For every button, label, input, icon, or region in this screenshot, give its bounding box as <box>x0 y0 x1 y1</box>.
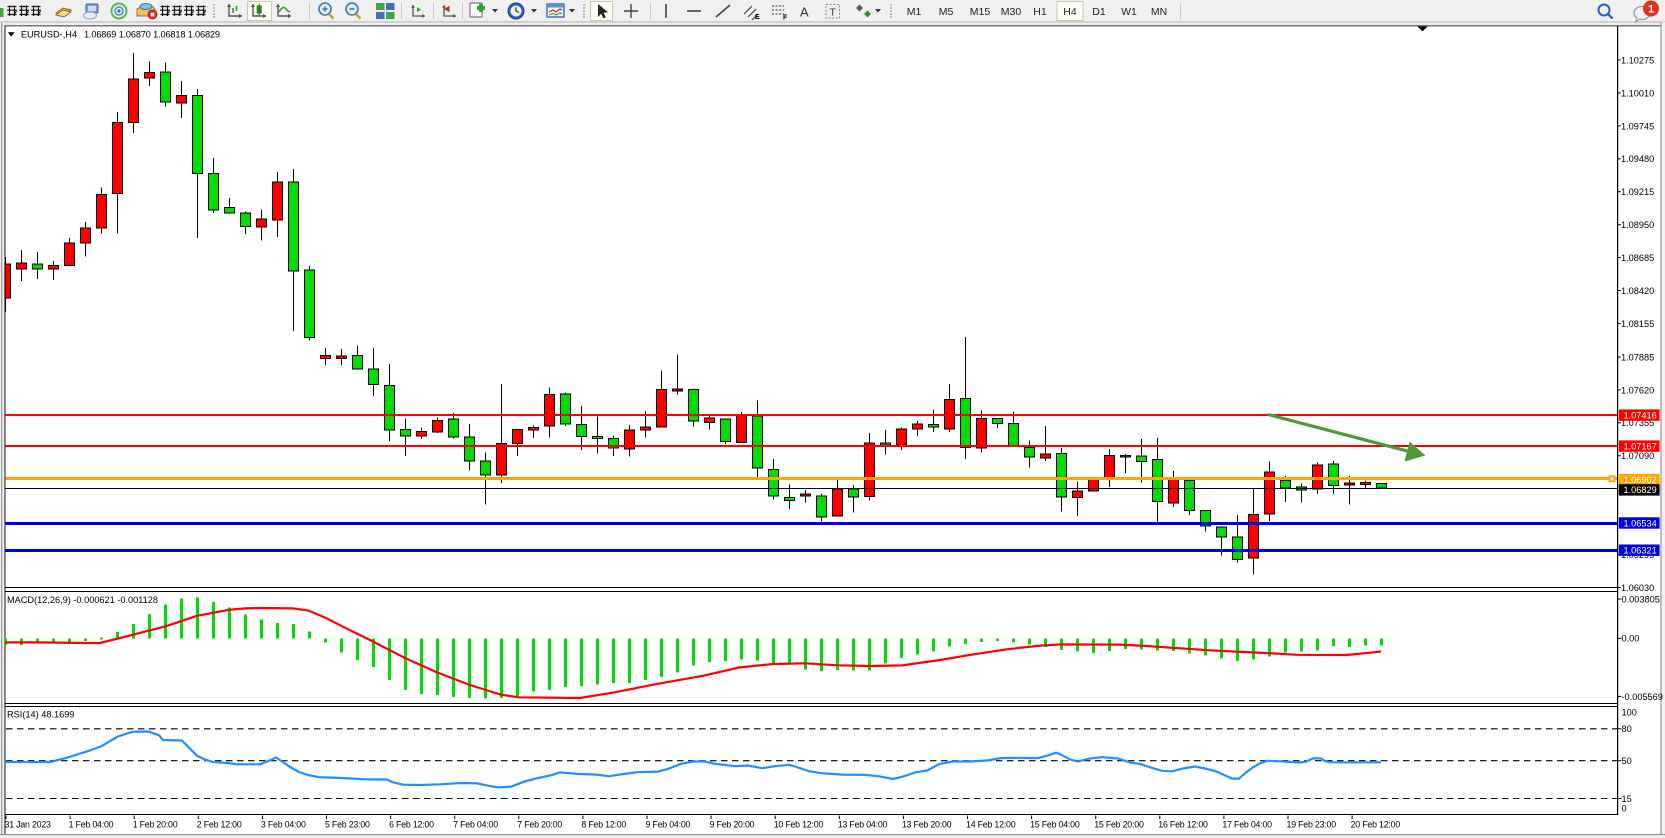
svg-text:2 Feb 12:00: 2 Feb 12:00 <box>197 819 242 829</box>
svg-text:H4: H4 <box>1063 6 1077 18</box>
svg-text:MN: MN <box>1151 6 1167 18</box>
svg-text:1.06030: 1.06030 <box>1621 583 1654 593</box>
svg-text:E: E <box>755 14 760 21</box>
svg-text:0.00: 0.00 <box>1622 634 1640 644</box>
svg-text:0.003805: 0.003805 <box>1622 594 1660 604</box>
svg-text:80: 80 <box>1622 724 1632 734</box>
svg-text:15 Feb 04:00: 15 Feb 04:00 <box>1030 819 1080 829</box>
svg-text:1.06902: 1.06902 <box>1624 475 1657 485</box>
svg-text:8 Feb 12:00: 8 Feb 12:00 <box>581 819 626 829</box>
svg-text:1.10010: 1.10010 <box>1621 88 1654 98</box>
svg-text:1.07885: 1.07885 <box>1621 352 1654 362</box>
svg-text:1.07416: 1.07416 <box>1624 410 1657 420</box>
svg-text:5 Feb 23:00: 5 Feb 23:00 <box>325 819 370 829</box>
svg-text:1.07355: 1.07355 <box>1621 418 1654 428</box>
svg-text:0: 0 <box>1622 803 1627 813</box>
svg-text:D1: D1 <box>1092 6 1106 18</box>
svg-text:6 Feb 12:00: 6 Feb 12:00 <box>389 819 434 829</box>
svg-text:1.09480: 1.09480 <box>1621 154 1654 164</box>
svg-text:15: 15 <box>1622 794 1632 804</box>
svg-text:A: A <box>800 5 809 20</box>
svg-text:31 Jan 2023: 31 Jan 2023 <box>5 819 52 829</box>
svg-text:20 Feb 12:00: 20 Feb 12:00 <box>1351 819 1401 829</box>
svg-text:1.07167: 1.07167 <box>1624 441 1657 451</box>
svg-text:7 Feb 20:00: 7 Feb 20:00 <box>517 819 562 829</box>
svg-text:M1: M1 <box>907 6 922 18</box>
svg-text:13 Feb 20:00: 13 Feb 20:00 <box>902 819 952 829</box>
svg-text:9 Feb 20:00: 9 Feb 20:00 <box>710 819 755 829</box>
svg-text:1.08685: 1.08685 <box>1621 253 1654 263</box>
svg-text:1.06869 1.06870 1.06818 1.0682: 1.06869 1.06870 1.06818 1.06829 <box>84 30 220 40</box>
svg-text:7 Feb 04:00: 7 Feb 04:00 <box>453 819 498 829</box>
svg-text:50: 50 <box>1622 756 1632 766</box>
svg-text:13 Feb 04:00: 13 Feb 04:00 <box>838 819 888 829</box>
svg-text:100: 100 <box>1622 707 1637 717</box>
svg-text:1.08950: 1.08950 <box>1621 220 1654 230</box>
svg-text:1: 1 <box>1648 3 1654 15</box>
svg-text:1.10275: 1.10275 <box>1621 55 1654 65</box>
svg-text:1 Feb 20:00: 1 Feb 20:00 <box>133 819 178 829</box>
svg-text:M5: M5 <box>939 6 954 18</box>
svg-text:T: T <box>830 7 837 19</box>
svg-text:1.08420: 1.08420 <box>1621 286 1654 296</box>
svg-text:RSI(14) 48.1699: RSI(14) 48.1699 <box>7 709 74 719</box>
svg-text:16 Feb 12:00: 16 Feb 12:00 <box>1158 819 1208 829</box>
svg-text:1.07620: 1.07620 <box>1621 385 1654 395</box>
svg-text:1.06321: 1.06321 <box>1624 546 1657 556</box>
svg-text:F: F <box>783 15 788 22</box>
svg-text:1.09745: 1.09745 <box>1621 121 1654 131</box>
svg-text:14 Feb 12:00: 14 Feb 12:00 <box>966 819 1016 829</box>
svg-text:EURUSD-,H4: EURUSD-,H4 <box>21 30 77 40</box>
svg-text:1 Feb 04:00: 1 Feb 04:00 <box>69 819 114 829</box>
svg-text:19 Feb 23:00: 19 Feb 23:00 <box>1287 819 1337 829</box>
svg-text:1.06534: 1.06534 <box>1624 518 1657 528</box>
svg-text:15 Feb 20:00: 15 Feb 20:00 <box>1094 819 1144 829</box>
svg-text:-0.005569: -0.005569 <box>1622 692 1663 702</box>
svg-text:10 Feb 12:00: 10 Feb 12:00 <box>774 819 824 829</box>
svg-text:3 Feb 04:00: 3 Feb 04:00 <box>261 819 306 829</box>
svg-text:1.09215: 1.09215 <box>1621 187 1654 197</box>
svg-text:1.07090: 1.07090 <box>1621 451 1654 461</box>
svg-text:1.08155: 1.08155 <box>1621 319 1654 329</box>
svg-text:M15: M15 <box>970 6 991 18</box>
svg-text:9 Feb 04:00: 9 Feb 04:00 <box>646 819 691 829</box>
svg-text:W1: W1 <box>1121 6 1137 18</box>
svg-text:MACD(12,26,9) -0.000621 -0.001: MACD(12,26,9) -0.000621 -0.001128 <box>7 595 158 605</box>
svg-text:17 Feb 04:00: 17 Feb 04:00 <box>1222 819 1272 829</box>
svg-text:H1: H1 <box>1033 6 1047 18</box>
svg-text:M30: M30 <box>1001 6 1022 18</box>
svg-text:1.06829: 1.06829 <box>1624 485 1657 495</box>
